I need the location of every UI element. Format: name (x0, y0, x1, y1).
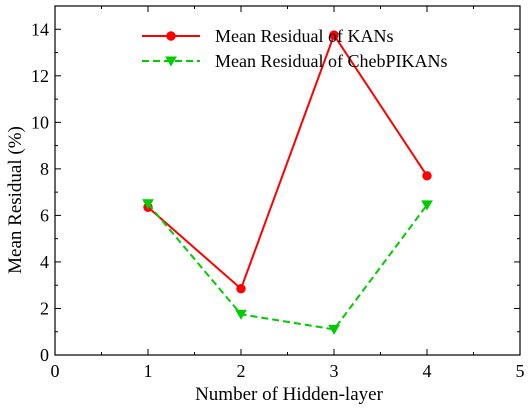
series-2 (142, 199, 433, 335)
x-tick-label: 2 (237, 361, 246, 381)
series-1-line (147, 32, 428, 291)
y-axis-label: Mean Residual (%) (5, 126, 26, 274)
y-tick-label: 14 (31, 19, 49, 39)
x-tick-label: 5 (516, 361, 525, 381)
x-axis-label: Number of Hidden-layer (195, 384, 383, 405)
x-tick-label: 3 (330, 361, 339, 381)
legend: Mean Residual of KANs Mean Residual of Ch… (142, 26, 447, 71)
x-tick-label: 4 (423, 361, 432, 381)
legend-marker-1 (166, 31, 176, 41)
y-tick-label: 4 (40, 252, 49, 272)
series-2-line (147, 203, 428, 331)
series-2-point (328, 324, 340, 335)
x-tick-label: 0 (51, 361, 60, 381)
y-tick-label: 0 (40, 345, 49, 365)
series-2-point (421, 200, 433, 211)
series-2-point (235, 309, 247, 320)
y-tick-label: 12 (31, 66, 49, 86)
y-tick-label: 2 (40, 298, 49, 318)
legend-label-2: Mean Residual of ChebPIKANs (215, 51, 447, 71)
y-tick-label: 10 (31, 112, 49, 132)
series-1-point (422, 171, 432, 181)
y-tick-label: 6 (40, 205, 49, 225)
series-1 (143, 30, 432, 294)
series-1-point (329, 30, 339, 40)
x-tick-label: 1 (144, 361, 153, 381)
series-2-point (142, 199, 154, 210)
y-tick-label: 8 (40, 159, 49, 179)
series-layer (142, 30, 433, 335)
legend-marker-2 (165, 56, 177, 67)
series-1-point (236, 283, 246, 294)
legend-label-1: Mean Residual of KANs (215, 26, 393, 46)
